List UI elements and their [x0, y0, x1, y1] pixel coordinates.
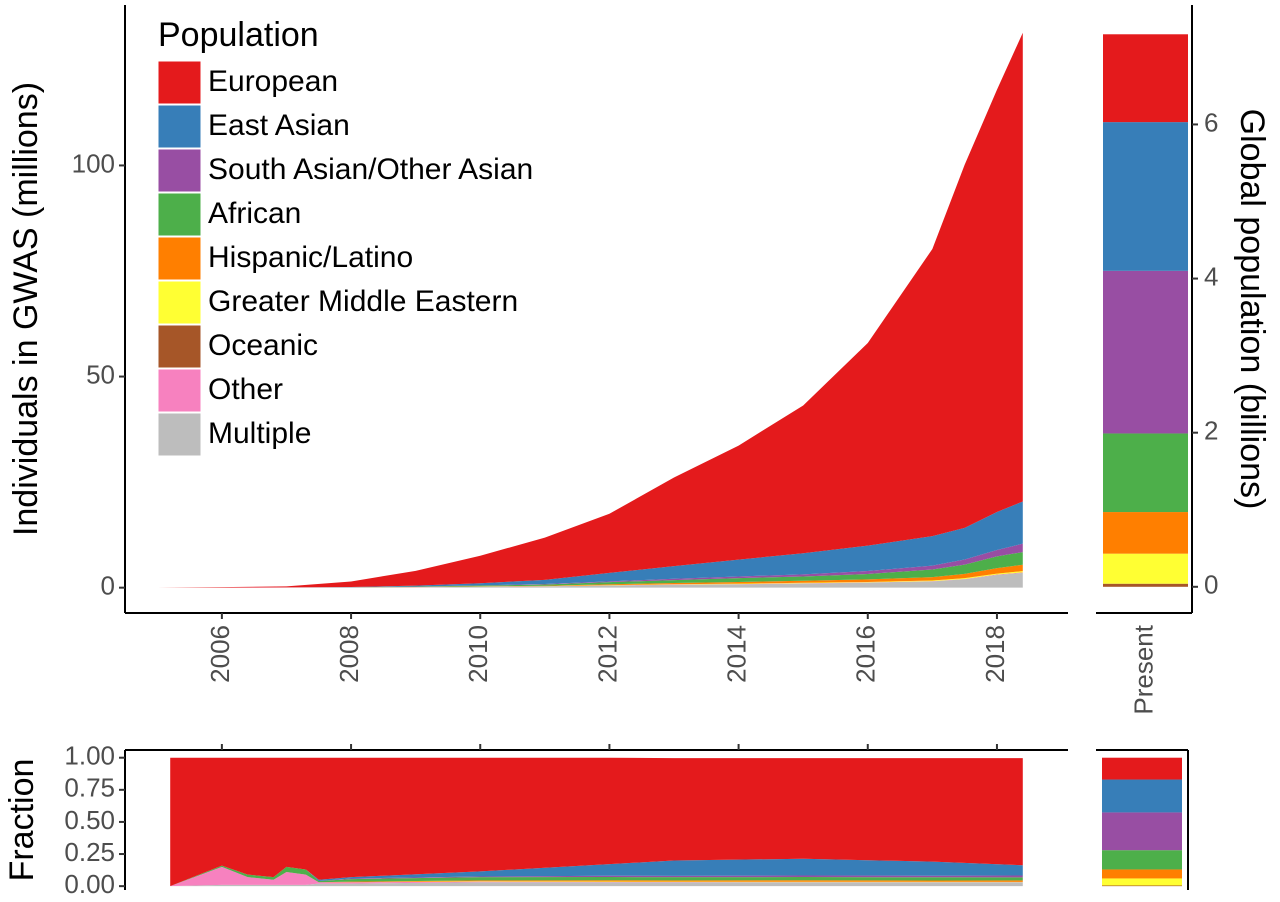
area-1	[170, 858, 1023, 887]
y-axis-title: Individuals in GWAS (millions)	[7, 82, 45, 536]
bar-segment	[1103, 122, 1188, 271]
bar-segment	[1103, 433, 1188, 513]
bar-segment	[1103, 270, 1188, 434]
y-tick-label: 0.50	[64, 805, 115, 835]
y-tick-label: 0.25	[64, 837, 115, 867]
y-tick-label: 0.75	[64, 773, 115, 803]
bar-segment	[1103, 553, 1188, 584]
x-tick-label: 2018	[980, 625, 1010, 683]
legend-label: Greater Middle Eastern	[208, 285, 518, 318]
legend-label: Hispanic/Latino	[208, 241, 413, 274]
legend-label: Multiple	[208, 417, 311, 450]
area-4	[157, 564, 1023, 588]
bar-segment	[1102, 850, 1182, 870]
area-4	[170, 866, 1023, 887]
y-tick-label: 4	[1204, 261, 1218, 291]
y-tick-label: 0	[1204, 570, 1218, 600]
legend-swatch	[157, 368, 202, 413]
legend-label: African	[208, 197, 301, 230]
legend-label: South Asian/Other Asian	[208, 153, 533, 186]
bar-segment	[1102, 878, 1182, 886]
x-tick-label: 2016	[851, 625, 881, 683]
x-tick-label: 2006	[205, 625, 235, 683]
y-axis-title: Fraction	[3, 759, 41, 882]
bar-segment	[1102, 757, 1182, 780]
y-tick-label: 6	[1204, 107, 1218, 137]
y-tick-label: 2	[1204, 416, 1218, 446]
y-tick-label: 0.00	[64, 869, 115, 899]
legend-swatch	[157, 148, 202, 193]
bar-segment	[1102, 779, 1182, 813]
bar-segment	[1103, 583, 1188, 587]
x-tick-label: 2010	[463, 625, 493, 683]
x-tick-label: Present	[1128, 624, 1158, 714]
area-8	[170, 882, 1023, 887]
bar-segment	[1103, 512, 1188, 554]
legend-swatch	[157, 104, 202, 149]
legend-label: Oceanic	[208, 329, 318, 362]
area-3	[170, 865, 1023, 887]
bar-segment	[1102, 885, 1182, 887]
y-tick-label: 0	[101, 571, 115, 601]
legend-swatch	[157, 236, 202, 281]
legend-label: European	[208, 65, 338, 98]
bar-segment	[1102, 869, 1182, 879]
area-3	[157, 552, 1023, 588]
area-1	[157, 501, 1023, 588]
y2-axis-title: Global population (billions)	[1233, 109, 1271, 510]
y-tick-label: 100	[72, 148, 115, 178]
legend-swatch	[157, 192, 202, 237]
area-7	[170, 866, 1023, 887]
legend-swatch	[157, 280, 202, 325]
legend-label: East Asian	[208, 109, 350, 142]
area-0	[170, 757, 1023, 887]
x-tick-label: 2012	[592, 625, 622, 683]
legend-title: Population	[158, 16, 319, 54]
y-tick-label: 50	[86, 359, 115, 389]
legend-swatch	[157, 412, 202, 457]
x-tick-label: 2008	[334, 625, 364, 683]
x-tick-label: 2014	[721, 625, 751, 683]
area-2	[170, 865, 1023, 887]
area-0	[157, 32, 1023, 588]
bar-segment	[1102, 812, 1182, 851]
area-8	[157, 572, 1023, 588]
legend-swatch	[157, 60, 202, 105]
legend-label: Other	[208, 373, 283, 406]
legend-swatch	[157, 324, 202, 369]
y-tick-label: 1.00	[64, 741, 115, 771]
bar-segment	[1103, 34, 1188, 123]
